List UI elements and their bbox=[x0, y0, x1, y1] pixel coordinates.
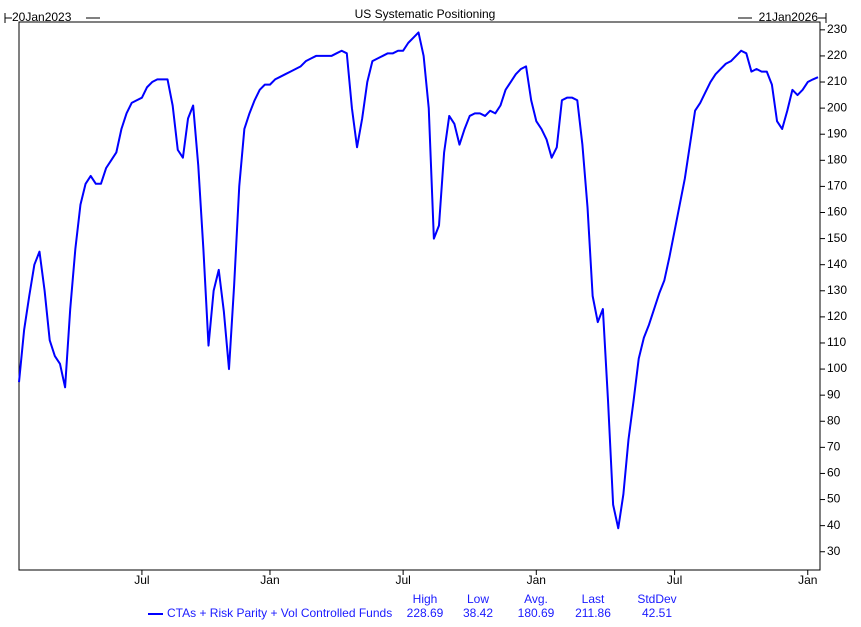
stat-header: High bbox=[413, 592, 438, 606]
chart-title: US Systematic Positioning bbox=[355, 7, 496, 21]
stat-value: 228.69 bbox=[407, 606, 444, 620]
x-tick-label: Jul bbox=[395, 573, 410, 587]
y-tick-label: 220 bbox=[827, 48, 847, 62]
x-tick-label: Jan bbox=[260, 573, 279, 587]
y-tick-label: 50 bbox=[827, 492, 841, 506]
stat-value: 38.42 bbox=[463, 606, 493, 620]
start-date-label: 20Jan2023 bbox=[12, 10, 72, 24]
end-date-label: 21Jan2026 bbox=[759, 10, 819, 24]
legend-label: CTAs + Risk Parity + Vol Controlled Fund… bbox=[167, 606, 392, 620]
stat-header: StdDev bbox=[637, 592, 676, 606]
y-tick-label: 110 bbox=[827, 335, 846, 349]
y-tick-label: 130 bbox=[827, 283, 847, 297]
y-tick-label: 40 bbox=[827, 518, 841, 532]
stat-value: 180.69 bbox=[518, 606, 555, 620]
x-tick-label: Jan bbox=[798, 573, 817, 587]
plot-frame bbox=[18, 21, 821, 571]
line-series bbox=[18, 31, 819, 530]
stat-header: Avg. bbox=[524, 592, 548, 606]
y-tick-label: 90 bbox=[827, 387, 841, 401]
y-tick-label: 170 bbox=[827, 179, 847, 193]
y-tick-label: 100 bbox=[827, 361, 847, 375]
y-tick-label: 60 bbox=[827, 466, 841, 480]
y-tick-label: 160 bbox=[827, 205, 847, 219]
stat-value: 211.86 bbox=[575, 606, 611, 620]
x-tick-label: Jan bbox=[527, 573, 546, 587]
y-tick-label: 230 bbox=[827, 22, 847, 36]
stat-header: Last bbox=[582, 592, 605, 606]
y-tick-label: 210 bbox=[827, 74, 847, 88]
y-tick-label: 120 bbox=[827, 309, 847, 323]
y-tick-label: 150 bbox=[827, 231, 847, 245]
y-tick-label: 140 bbox=[827, 257, 847, 271]
x-tick-label: Jul bbox=[667, 573, 682, 587]
y-tick-label: 30 bbox=[827, 544, 841, 558]
x-tick-label: Jul bbox=[134, 573, 149, 587]
y-tick-label: 190 bbox=[827, 126, 847, 140]
y-tick-label: 200 bbox=[827, 100, 847, 114]
y-tick-label: 180 bbox=[827, 152, 847, 166]
stat-header: Low bbox=[467, 592, 489, 606]
y-tick-label: 80 bbox=[827, 413, 841, 427]
stat-value: 42.51 bbox=[642, 606, 672, 620]
y-tick-label: 70 bbox=[827, 440, 841, 454]
